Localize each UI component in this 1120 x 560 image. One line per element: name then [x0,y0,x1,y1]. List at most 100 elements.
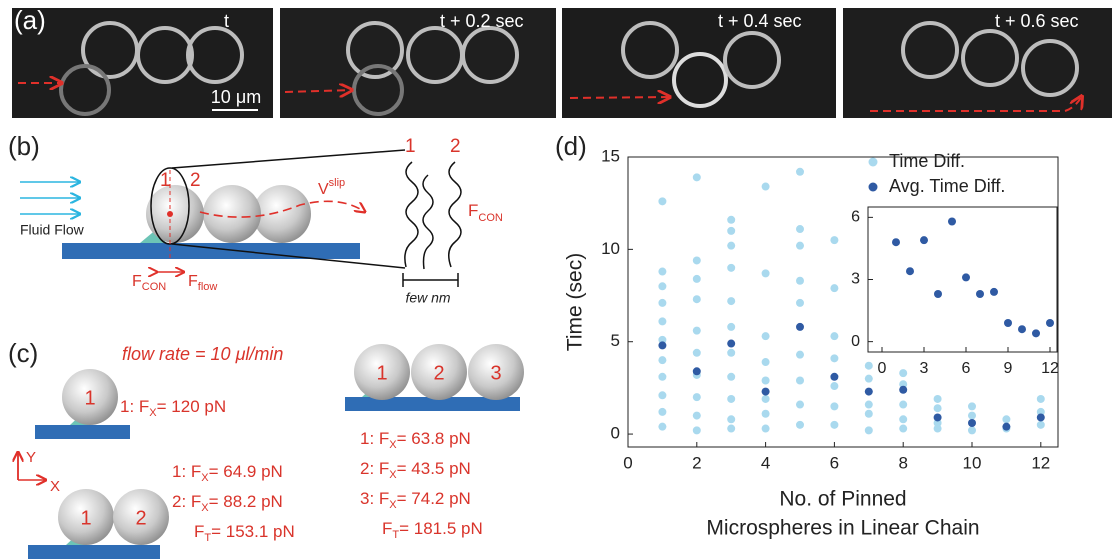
x-tick-label: 6 [962,360,971,377]
x-tick-label: 6 [830,453,839,472]
micrograph [843,8,1112,118]
y-tick-label: 6 [851,209,860,226]
point [658,317,667,326]
frame-time: t + 0.4 sec [718,11,802,31]
y-tick-label: 5 [611,331,620,350]
point [899,424,908,433]
panel-c: (c) flow rate = 10 μl/min Y X 1 1: FX= 12… [8,338,524,559]
point [1036,407,1045,416]
force-label: 2: FX= 43.5 pN [360,459,471,480]
x-tick-label: 10 [963,453,982,472]
force-text: 1: F [120,397,149,416]
force-label: FT= 181.5 pN [382,519,483,540]
point [727,215,736,224]
force-sub: X [149,407,157,419]
point [761,376,770,385]
point [830,402,839,411]
force-label: 3: FX= 74.2 pN [360,489,471,510]
x-tick-label: 12 [1031,453,1050,472]
force-label: Fflow [188,273,217,293]
y-tick-label: 0 [611,424,620,443]
force-value: = 64.9 pN [209,462,283,481]
point [761,269,770,278]
micrograph [280,8,556,118]
point [796,225,804,234]
point [658,335,667,344]
y-tick-label: 0 [851,333,860,350]
legend-label: Avg. Time Diff. [889,176,1005,196]
point [830,284,839,293]
force-text: 3: F [360,489,389,508]
y-tick-label: 3 [851,271,860,288]
point [692,173,701,182]
axis-label: Y [26,449,36,466]
force-text: F [382,519,392,538]
substrate [28,545,160,559]
point [1036,413,1045,422]
point [727,372,736,381]
force-symbol: F [188,273,198,290]
point [692,411,701,420]
velocity-sub: slip [329,177,346,189]
sphere-label: 1 [376,362,387,384]
point [968,402,976,411]
force-label: 1: FX= 63.8 pN [360,429,471,450]
flow-arrows [20,182,80,214]
zoom-line [171,149,406,169]
panel-d: 0 2 4 6 8 10 12 0 5 10 15 (d) Time (sec) No. of Pinne… [555,131,1059,540]
force-text: 2: F [360,459,389,478]
sphere-label: 3 [490,362,501,384]
micrograph [12,8,273,118]
point [727,241,736,250]
force-sub: CON [142,281,167,293]
point [899,415,908,424]
force-sub: flow [198,281,218,293]
zoom-line [171,243,406,269]
point [1046,319,1054,327]
point [692,274,701,283]
x-axis-label: No. of Pinned [779,488,906,511]
point [692,393,701,402]
point [658,197,667,206]
point [692,426,701,435]
force-sub: X [389,469,397,481]
force-label: 2: FX= 88.2 pN [172,492,283,513]
point [796,376,804,385]
micrograph [562,8,836,118]
sphere-label: 1 [160,170,171,191]
force-label: 1: FX= 120 pN [120,397,226,418]
plot-area [867,206,1058,353]
substrate [345,397,520,411]
point [658,267,667,276]
panel-label: (c) [8,338,38,368]
point [892,238,900,247]
point [1036,394,1045,403]
point [727,297,736,306]
x-tick-label: 2 [692,453,701,472]
point [830,332,839,341]
point [796,241,804,250]
point [962,273,970,282]
point [658,422,667,431]
force-sub: X [201,502,209,514]
point [796,276,804,285]
point [1036,420,1045,429]
panel-label: (a) [14,5,46,35]
frame-time: t [224,11,229,31]
point [933,404,942,413]
point [796,350,804,359]
sphere-label: 1 [80,507,91,529]
flow-label: Fluid Flow [20,222,85,238]
point [899,385,908,394]
velocity-label: Vslip [318,177,345,198]
point [727,322,736,331]
y-tick-label: 10 [601,239,620,258]
gap-label: few nm [405,290,450,306]
force-text: 2: F [172,492,201,511]
panel-b: (b) Fluid Flow 1 2 Vslip FCON Fflow 1 2 … [8,131,503,306]
point [658,341,667,350]
point [692,367,701,376]
force-text: 1: F [360,429,389,448]
point [658,391,667,400]
